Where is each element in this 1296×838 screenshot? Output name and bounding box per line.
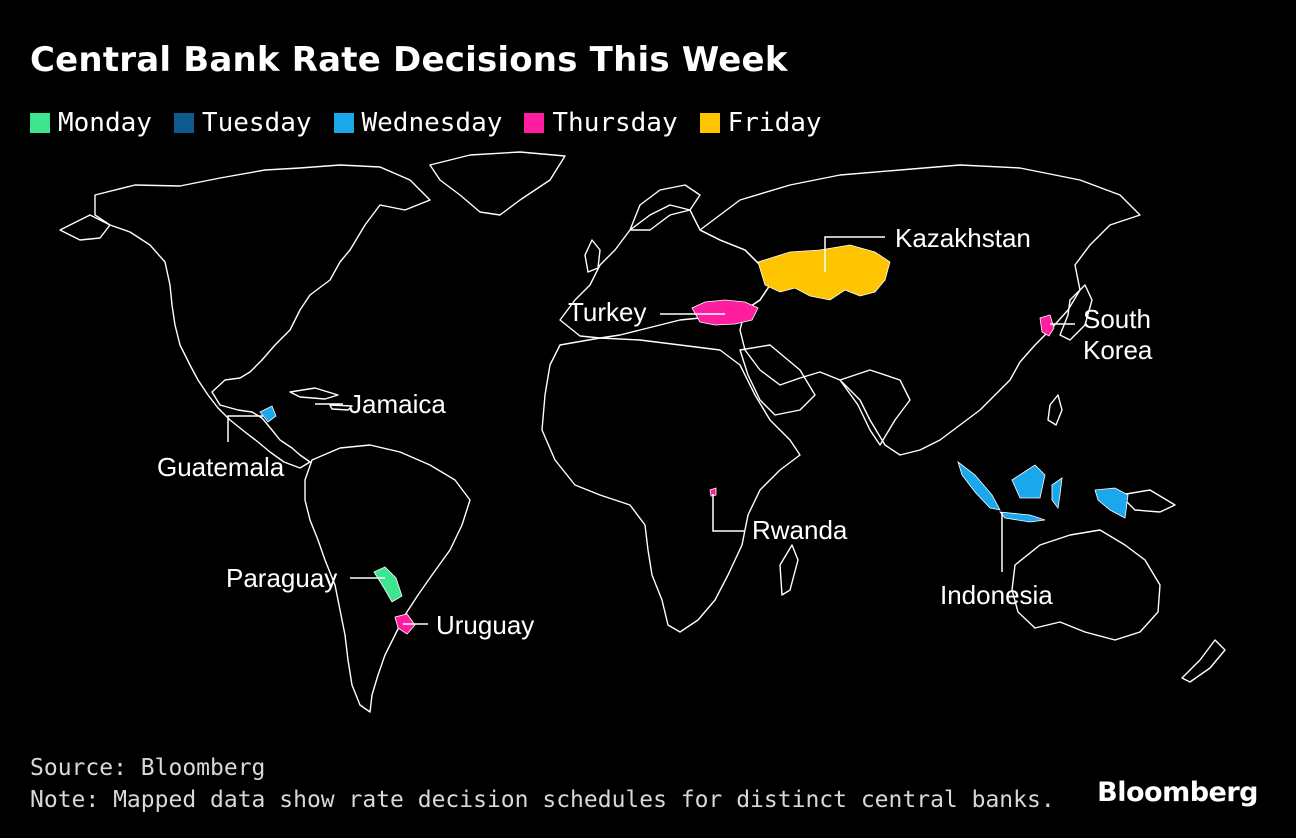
world-map (59, 151, 1226, 713)
new-guinea-outline (1119, 489, 1176, 513)
legend-label-friday: Friday (727, 108, 822, 138)
indonesia-java-shape (999, 511, 1046, 523)
asia-outline (699, 164, 1141, 456)
indonesia-sulawesi-shape (1051, 477, 1063, 510)
south-america-outline (304, 444, 471, 713)
africa-outline (541, 337, 801, 633)
legend-item-tuesday: Tuesday (173, 108, 312, 138)
paraguay-shape (373, 566, 403, 603)
legend-label-monday: Monday (58, 108, 152, 138)
scandinavia-outline (629, 184, 701, 231)
rwanda-leader (712, 494, 745, 532)
label-guatemala: Guatemala (157, 452, 285, 482)
footer: Source: Bloomberg Note: Mapped data show… (30, 752, 1055, 816)
highlighted-countries (259, 244, 1129, 635)
guatemala-leader (227, 415, 263, 442)
legend-item-wednesday: Wednesday (333, 108, 503, 138)
legend-item-monday: Monday (30, 108, 152, 138)
rwanda-shape (709, 487, 717, 497)
legend-label-tuesday: Tuesday (201, 108, 312, 138)
japan-outline (1059, 284, 1093, 341)
label-south-korea-line-2: Korea (1083, 335, 1153, 365)
turkey-shape (691, 299, 759, 326)
indonesia-papua-shape (1094, 487, 1129, 519)
alaska-outline (59, 214, 111, 241)
label-rwanda: Rwanda (752, 515, 848, 545)
legend-swatch-thursday (524, 113, 545, 133)
caribbean-outline (289, 387, 353, 411)
bloomberg-logo: Bloomberg (1097, 777, 1258, 808)
indonesia-borneo-shape (1011, 464, 1046, 499)
legend-label-thursday: Thursday (552, 108, 678, 138)
kazakhstan-shape (757, 244, 891, 301)
source-note: Source: Bloomberg (30, 755, 266, 781)
label-uruguay: Uruguay (436, 610, 535, 640)
label-turkey: Turkey (568, 297, 647, 327)
australia-outline (1011, 529, 1161, 641)
footnote: Note: Mapped data show rate decision sch… (30, 787, 1055, 813)
kazakhstan-leader (824, 236, 885, 272)
leader-lines (227, 236, 1075, 625)
legend-swatch-friday (699, 113, 720, 133)
legend-swatch-tuesday (173, 113, 194, 133)
chart-title: Central Bank Rate Decisions This Week (30, 40, 788, 80)
legend-item-friday: Friday (699, 108, 822, 138)
madagascar-outline (779, 544, 799, 596)
south-korea-shape (1039, 314, 1055, 337)
label-paraguay: Paraguay (226, 563, 338, 593)
label-south-korea-line-1: South (1083, 304, 1151, 334)
legend-swatch-monday (30, 113, 50, 133)
greenland-outline (429, 151, 566, 216)
label-south-korea: South Korea (1083, 304, 1152, 366)
india-outline (839, 369, 911, 446)
arabia-outline (739, 344, 816, 416)
uk-outline (584, 239, 601, 273)
north-america-outline (94, 164, 431, 469)
legend-item-thursday: Thursday (524, 108, 678, 138)
legend: Monday Tuesday Wednesday Thursday Friday (30, 108, 844, 138)
legend-label-wednesday: Wednesday (361, 108, 503, 138)
new-zealand-outline (1181, 639, 1226, 683)
label-jamaica: Jamaica (349, 389, 446, 419)
label-kazakhstan: Kazakhstan (895, 223, 1031, 253)
continent-outlines (59, 151, 1226, 713)
label-indonesia: Indonesia (940, 580, 1053, 610)
indonesia-sumatra-shape (957, 460, 1001, 511)
philippines-outline (1047, 394, 1063, 426)
guatemala-shape (259, 405, 277, 423)
legend-swatch-wednesday (333, 113, 354, 133)
